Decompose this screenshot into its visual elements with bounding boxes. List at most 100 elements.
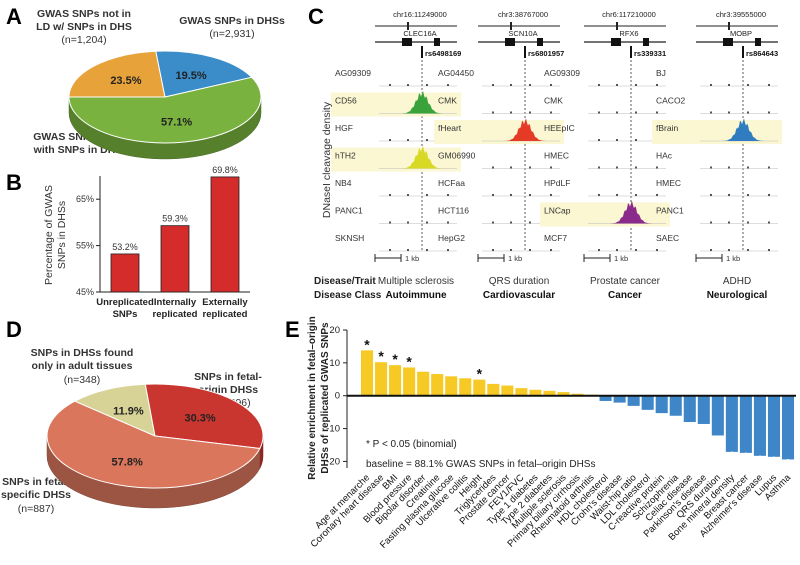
- bar-e-star-30: *: [785, 455, 791, 471]
- locus-coord-2: chr6:117210000: [602, 10, 656, 19]
- pie-d-label-1-line2: specific DHSs: [1, 489, 71, 501]
- pie-d: 11.9% 30.3% 57.8%: [46, 383, 264, 509]
- track-signal-3-4-3: [768, 194, 770, 196]
- bar-e-note2: baseline = 88.1% GWAS SNPs in fetal–orig…: [366, 459, 595, 470]
- dnase-tracks-c: chr16:11249000 CLEC16A rs6498169 AG09309 CD5…: [331, 10, 782, 301]
- pie-a-count-0: (n=1,204): [61, 34, 106, 46]
- track-signal-0-5-2: [426, 221, 428, 224]
- track-peak-2-5: [609, 200, 653, 224]
- gene-name-2: RFX6: [619, 29, 638, 38]
- scale-label-2: 1 kb: [614, 254, 628, 263]
- track-signal-3-0-3: [768, 84, 770, 86]
- bar-e-bar-2: [389, 365, 402, 396]
- bar-e-bar-13: [543, 390, 556, 396]
- bar-e-ylabel-line2: DHSs of replicated GWAS SNPs: [320, 322, 331, 474]
- track-signal-2-2-0: [598, 139, 600, 141]
- row-label-class: Disease Class: [314, 290, 382, 301]
- bar-b-category-0-0: Unreplicated: [96, 297, 154, 308]
- panel-letter-e: E: [285, 317, 300, 342]
- track-label-2-3: HMEC: [544, 151, 569, 161]
- bar-e-bar-12: [529, 389, 542, 396]
- pie-a-label-0-line2: LD w/ SNPs in DHS: [36, 21, 132, 33]
- track-signal-3-0-0: [710, 84, 712, 86]
- pie-a-label-0-line1: GWAS SNPs not in: [37, 8, 131, 20]
- track-signal-1-5-1: [510, 221, 512, 224]
- bar-e-bar-10: [501, 385, 514, 396]
- pie-a-pct-2: 57.1%: [161, 117, 192, 129]
- bar-e-bar-22: [669, 395, 682, 416]
- panel-letter-b: B: [6, 170, 22, 195]
- track-label-1-2: fHeart: [438, 123, 462, 133]
- track-signal-1-6-2: [529, 249, 531, 251]
- track-label-1-1: CMK: [438, 96, 457, 106]
- track-signal-2-6-2: [635, 249, 637, 251]
- bar-b-category-1-0: Internally: [154, 297, 197, 308]
- locus-coord-1: chr3:38767000: [498, 10, 548, 19]
- pie-a-pct-1: 19.5%: [175, 70, 206, 82]
- track-signal-2-1-0: [598, 111, 600, 114]
- track-signal-3-6-2: [747, 249, 749, 251]
- track-signal-0-5-1: [407, 221, 409, 224]
- track-signal-3-5-2: [747, 221, 749, 224]
- pie-a-slice-2: [68, 76, 262, 144]
- track-signal-2-4-0: [598, 194, 600, 196]
- track-signal-2-0-1: [616, 84, 618, 86]
- bar-e-bar-26: [725, 395, 738, 452]
- locus-coord-0: chr16:11249000: [393, 10, 447, 19]
- tracks-ylabel: DNaseI cleavage density: [321, 101, 333, 218]
- track-signal-3-6-0: [710, 249, 712, 251]
- track-signal-3-0-1: [728, 84, 730, 86]
- track-label-3-5: PANC1: [656, 206, 684, 216]
- class-3: Neurological: [707, 290, 768, 301]
- gene-exon-1-b: [537, 38, 543, 46]
- bar-e-star-27: *: [743, 449, 749, 465]
- track-signal-2-0-2: [635, 84, 637, 86]
- pie-d-pct-1: 30.3%: [184, 412, 215, 424]
- pie-d-pct-0: 11.9%: [113, 405, 144, 417]
- row-label-trait: Disease/Trait: [314, 276, 376, 287]
- track-signal-1-0-1: [510, 84, 512, 86]
- track-signal-1-6-1: [510, 249, 512, 251]
- bar-b-category-1-1: replicated: [153, 309, 198, 320]
- gene-exon-0-a: [402, 38, 412, 46]
- track-signal-3-1-2: [747, 111, 749, 114]
- track-label-3-4: HMEC: [656, 178, 681, 188]
- track-signal-3-3-3: [768, 166, 770, 169]
- track-signal-3-4-0: [710, 194, 712, 196]
- track-label-0-4: NB4: [335, 178, 352, 188]
- bar-e-star-26: *: [729, 448, 735, 464]
- panel-letter-d: D: [6, 317, 22, 342]
- track-signal-1-4-3: [550, 194, 552, 196]
- track-signal-1-5-2: [529, 221, 531, 224]
- bar-e-bar-8: [473, 379, 486, 396]
- scale-label-3: 1 kb: [726, 254, 740, 263]
- track-label-1-6: HepG2: [438, 233, 465, 243]
- track-signal-1-5-0: [492, 221, 494, 224]
- track-signal-2-6-0: [598, 249, 600, 251]
- snp-id-0: rs6498169: [425, 49, 461, 58]
- pie-d-label-0-line2: only in adult tissues: [32, 360, 133, 372]
- track-signal-0-4-2: [426, 194, 428, 196]
- track-label-0-0: AG09309: [335, 68, 371, 78]
- pie-a-label-2: GWAS SNPs in DHSs: [179, 15, 285, 27]
- gene-exon-0-b: [434, 38, 440, 46]
- bar-e-bar-4: [417, 371, 430, 396]
- pie-d-label-2-line1: SNPs in fetal-: [194, 371, 262, 383]
- bar-e-bar-18: [613, 395, 626, 403]
- track-signal-1-4-0: [492, 194, 494, 196]
- track-signal-1-3-3: [550, 166, 552, 169]
- bar-e-bar-17: [599, 395, 612, 401]
- track-label-3-3: HAc: [656, 151, 673, 161]
- bar-e-bar-5: [431, 374, 444, 396]
- track-signal-2-6-1: [616, 249, 618, 251]
- track-signal-1-3-2: [529, 166, 531, 169]
- track-label-3-6: SAEC: [656, 233, 679, 243]
- track-signal-0-6-0: [389, 249, 391, 251]
- track-label-1-4: HCFaa: [438, 178, 465, 188]
- track-label-2-2: HEEpIC: [544, 123, 575, 133]
- scale-label-0: 1 kb: [405, 254, 419, 263]
- track-signal-3-4-1: [728, 194, 730, 196]
- track-label-2-6: MCF7: [544, 233, 567, 243]
- gene-exon-2-b: [643, 38, 649, 46]
